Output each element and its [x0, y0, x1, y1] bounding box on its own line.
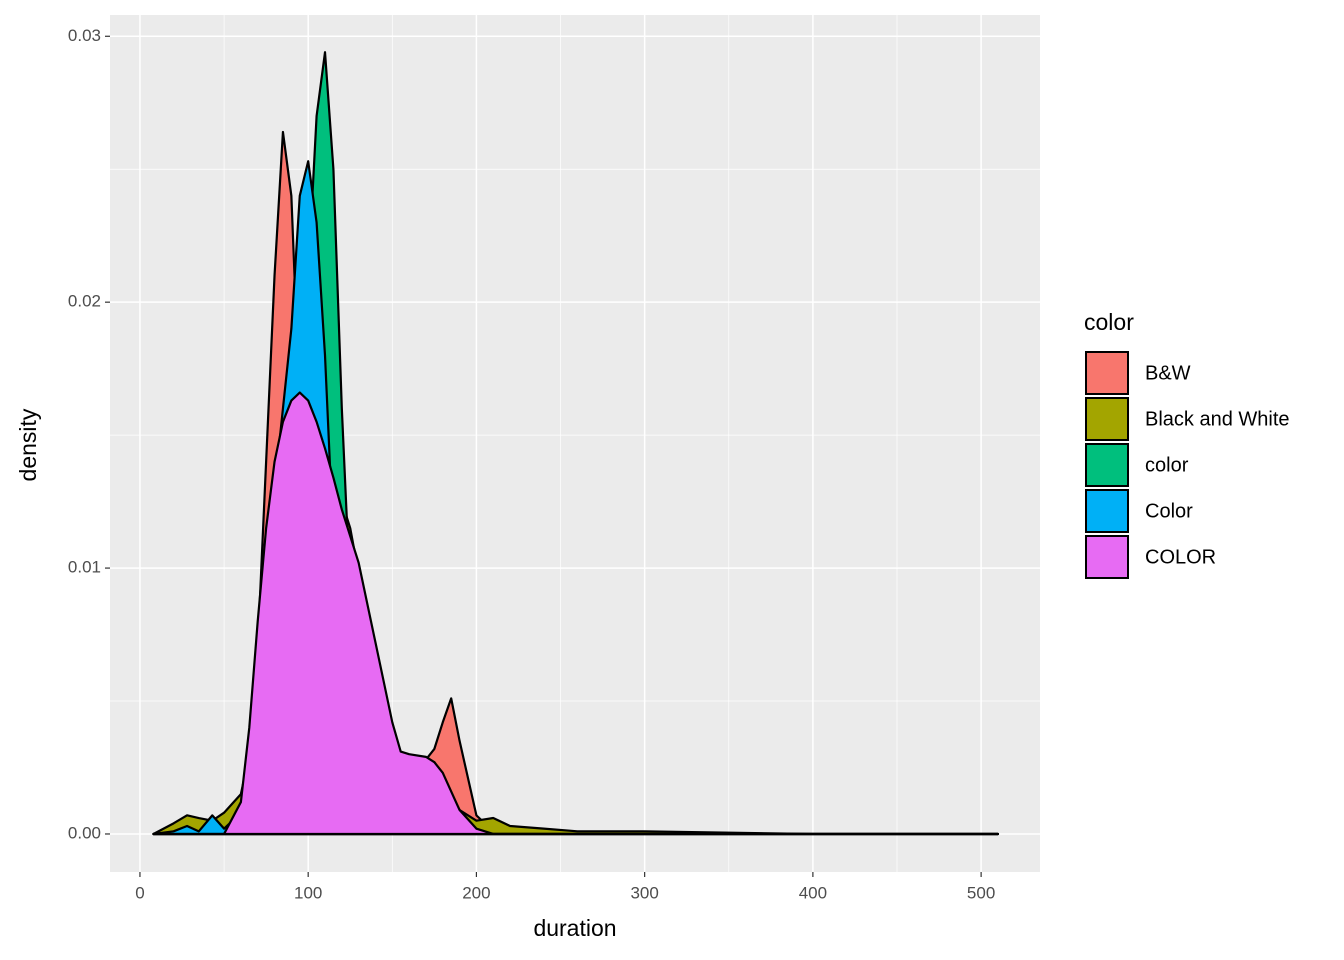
y-tick-label: 0.00	[68, 823, 101, 842]
x-tick-label: 500	[967, 883, 995, 902]
legend-label: Color	[1145, 500, 1193, 522]
legend-label: COLOR	[1145, 546, 1216, 568]
legend-label: Black and White	[1145, 408, 1290, 430]
x-axis-title: duration	[533, 915, 616, 941]
y-tick-label: 0.01	[68, 558, 101, 577]
x-tick-label: 400	[799, 883, 827, 902]
legend-key	[1085, 397, 1129, 441]
legend-key	[1085, 443, 1129, 487]
legend-key	[1085, 535, 1129, 579]
legend-label: color	[1145, 454, 1189, 476]
density-area	[152, 391, 1000, 836]
x-tick-label: 200	[462, 883, 490, 902]
legend-title: color	[1084, 309, 1134, 335]
x-tick-label: 100	[294, 883, 322, 902]
x-tick-label: 0	[135, 883, 144, 902]
legend-label: B&W	[1145, 362, 1191, 384]
y-axis-title: density	[15, 408, 41, 481]
x-tick-label: 300	[630, 883, 658, 902]
y-tick-label: 0.02	[68, 292, 101, 311]
y-tick-label: 0.03	[68, 26, 101, 45]
legend-key	[1085, 489, 1129, 533]
legend-key	[1085, 351, 1129, 395]
